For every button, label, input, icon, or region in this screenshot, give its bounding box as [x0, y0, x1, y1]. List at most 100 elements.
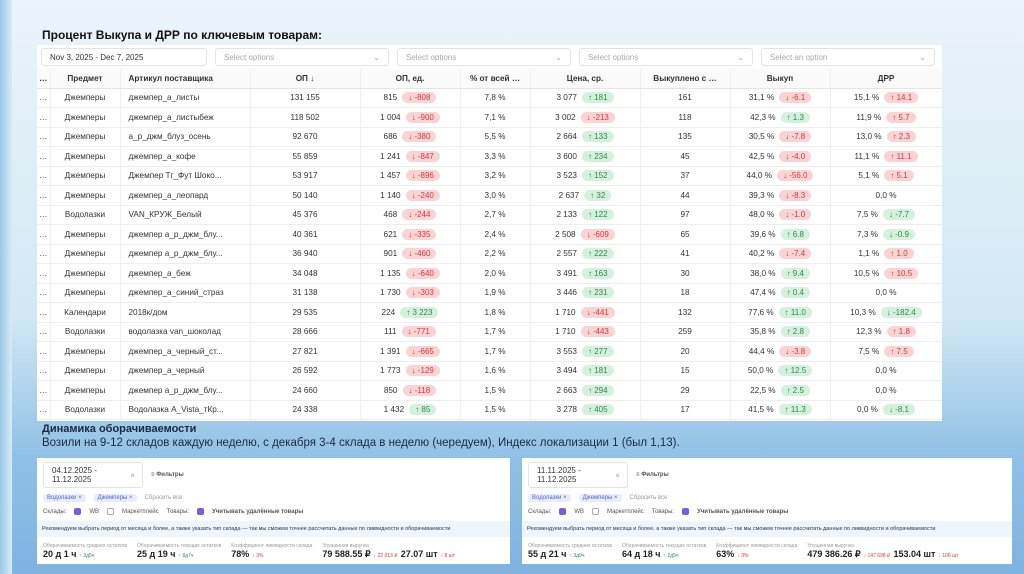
- delta-badge: ↓ -640: [405, 267, 440, 279]
- date-range-picker[interactable]: 04.12.2025 - 11.12.2025 ▫: [43, 462, 143, 488]
- article: Джемпер Тг_Фут Шоко...: [128, 171, 222, 181]
- column-header[interactable]: Артикул поставщика: [120, 69, 251, 89]
- wb-checkbox[interactable]: [74, 508, 82, 515]
- deleted-goods-checkbox[interactable]: [197, 508, 205, 515]
- column-header[interactable]: Предмет: [50, 69, 121, 89]
- filters-button[interactable]: ≡ Фильтры: [151, 472, 184, 478]
- share: 3,2 %: [484, 171, 506, 181]
- filter-chip[interactable]: Джемперы ×: [93, 494, 137, 502]
- table-row[interactable]: … Джемперы а_р_джм_блуз_осень 92 670 686 ↓ -3…: [37, 127, 942, 147]
- select-filter-2[interactable]: Select options ⌄: [397, 48, 571, 66]
- arrow-up-icon: ↑: [786, 385, 791, 395]
- delta-badge: ↓ -8.3: [779, 189, 812, 201]
- column-header[interactable]: …: [37, 69, 51, 89]
- column-header[interactable]: % от всей …: [460, 69, 531, 89]
- row-menu[interactable]: …: [37, 361, 51, 381]
- deleted-goods-checkbox[interactable]: [682, 508, 690, 515]
- row-menu[interactable]: …: [37, 146, 51, 167]
- subject: Джемперы: [64, 171, 106, 181]
- row-menu[interactable]: …: [37, 166, 51, 186]
- reset-filters-link[interactable]: Сбросить все: [144, 495, 183, 501]
- row-menu[interactable]: …: [37, 205, 51, 225]
- row-menu[interactable]: …: [37, 380, 51, 401]
- price: 3 491: [556, 268, 577, 278]
- table-row[interactable]: … Джемперы джемпер_а_синий_страз 31 138 1 73…: [37, 283, 942, 303]
- column-header[interactable]: ОП ↓: [250, 69, 361, 89]
- share: 2,4 %: [484, 229, 506, 239]
- table-row[interactable]: … Джемперы джемпер_а_листы 131 155 815 ↓ -808…: [37, 88, 942, 108]
- op-qty: 1 432: [383, 405, 405, 415]
- filter-chip[interactable]: Водолазки ×: [528, 494, 571, 502]
- column-header[interactable]: Цена, ср.: [530, 69, 641, 89]
- table-row[interactable]: … Джемперы Джемпер Тг_Фут Шоко... 53 917 1 4…: [37, 166, 942, 186]
- row-menu[interactable]: …: [37, 185, 51, 206]
- delta-value: 2.8: [792, 327, 804, 337]
- drr: 7,5 %: [857, 210, 878, 220]
- row-menu[interactable]: …: [37, 244, 51, 264]
- arrow-up-icon: ↑: [890, 93, 895, 103]
- marketplace-checkbox[interactable]: [107, 508, 115, 515]
- marketplace-label: Маркетплейс: [607, 508, 644, 515]
- date-range-value: 11.11.2025 - 11.12.2025: [537, 466, 581, 484]
- delta-badge: ↑ 11.0: [778, 306, 812, 318]
- table-row[interactable]: … Водолазки VAN_КРУЖ_Белый 45 376 468 ↓ -244 2…: [37, 205, 942, 225]
- table-row[interactable]: … Джемперы джемпер_а_беж 34 048 1 135 ↓ -640 2…: [37, 263, 942, 284]
- table-row[interactable]: … Джемперы джемпер_а_леопард 50 140 1 140 ↓ -…: [37, 185, 942, 206]
- share: 2,2 %: [484, 249, 506, 259]
- table-row[interactable]: … Джемперы джемпер_а_черный 26 592 1 773 ↓ -1…: [37, 361, 942, 381]
- table-row[interactable]: … Джемперы джемпер_а_кофе 55 859 1 241 ↓ -847…: [37, 146, 942, 167]
- table-row[interactable]: … Джемперы джемпер а_р_джм_блу... 36 940 901…: [37, 244, 942, 264]
- table-row[interactable]: … Календари 2018к/дом 29 535 224 ↑ 3 223 1,8 %…: [37, 302, 942, 323]
- date-range-picker[interactable]: 11.11.2025 - 11.12.2025 ▫: [528, 462, 628, 488]
- arrow-down-icon: ↓: [408, 385, 413, 395]
- row-menu[interactable]: …: [37, 322, 51, 342]
- delta-badge: ↓ -896: [405, 170, 440, 182]
- column-header[interactable]: ДРР: [830, 69, 942, 89]
- delta-value: -303: [417, 288, 434, 298]
- row-menu[interactable]: …: [37, 263, 51, 284]
- column-header[interactable]: Выкуп: [730, 69, 831, 89]
- table-row[interactable]: … Джемперы джемпер а_р_джм_блу... 24 660 850…: [37, 380, 942, 401]
- article: джемпер_а_черный_ст...: [128, 346, 223, 356]
- delta-value: 9.4: [792, 268, 804, 278]
- filter-chip[interactable]: Водолазки ×: [43, 494, 86, 502]
- column-header[interactable]: ОП, ед.: [360, 69, 461, 89]
- row-menu[interactable]: …: [37, 127, 51, 147]
- subject: Календари: [64, 307, 106, 317]
- table-row[interactable]: … Джемперы джемпер_а_черный_ст... 27 821 1 3…: [37, 341, 942, 362]
- row-menu[interactable]: …: [37, 88, 51, 108]
- table-row[interactable]: … Водолазки Водолазка A_Vista_тКр... 24 338…: [37, 400, 942, 420]
- row-menu[interactable]: …: [37, 283, 51, 303]
- buyout: 77,6 %: [748, 307, 774, 317]
- row-menu[interactable]: …: [37, 302, 51, 323]
- delta-badge: ↓ -900: [405, 111, 440, 123]
- table-row[interactable]: … Джемперы джемпер_а_листыбеж 118 502 1 004 ↓…: [37, 107, 942, 128]
- subject: Джемперы: [64, 385, 106, 395]
- wb-checkbox[interactable]: [559, 508, 567, 515]
- row-menu[interactable]: …: [37, 107, 51, 128]
- select-filter-4[interactable]: Select an option ⌄: [761, 48, 935, 66]
- arrow-up-icon: ↑: [892, 112, 897, 122]
- row-menu[interactable]: …: [37, 400, 51, 420]
- filters-button[interactable]: ≡ Фильтры: [636, 472, 669, 478]
- table-row[interactable]: … Джемперы джемпер а_р_джм_блу... 40 361 621…: [37, 224, 942, 245]
- marketplace-checkbox[interactable]: [592, 508, 600, 515]
- drr: 13,0 %: [856, 132, 882, 142]
- drr: 12,3 %: [856, 327, 882, 337]
- table-row[interactable]: … Водолазки водолазка van_шоколад 28 666 111…: [37, 322, 942, 342]
- row-menu[interactable]: …: [37, 341, 51, 362]
- delta-badge: ↑ 405: [581, 404, 614, 416]
- filter-chip[interactable]: Джемперы ×: [578, 494, 622, 502]
- kpi-lost-revenue: Упущенная выручка 79 588.55 ₽ ↓ 22 013 ₽ 2…: [322, 543, 456, 559]
- delta-badge: ↑ 1.3: [780, 111, 810, 123]
- row-menu[interactable]: …: [37, 224, 51, 245]
- column-header[interactable]: Выкуплено с …: [640, 69, 731, 89]
- kpi-lost-revenue: Упущенная выручка 479 386.26 ₽ ↓ 147 698 ₽…: [807, 543, 959, 559]
- subject: Джемперы: [64, 249, 106, 259]
- arrow-down-icon: ↓: [785, 151, 790, 161]
- date-range-picker[interactable]: Nov 3, 2025 - Dec 7, 2025: [41, 48, 207, 66]
- filter-icon: ≡: [636, 472, 640, 478]
- select-filter-3[interactable]: Select options ⌄: [579, 48, 753, 66]
- reset-filters-link[interactable]: Сбросить все: [629, 495, 668, 501]
- select-filter-1[interactable]: Select options ⌄: [215, 48, 389, 66]
